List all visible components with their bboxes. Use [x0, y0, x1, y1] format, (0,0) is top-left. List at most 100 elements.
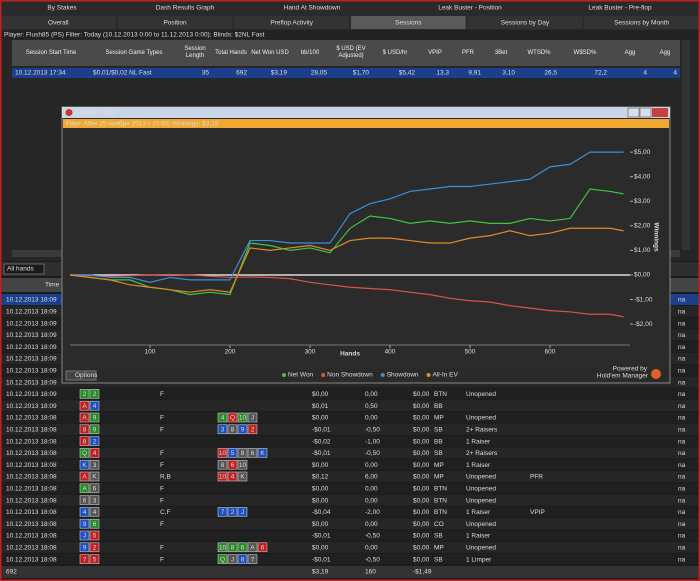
column-header[interactable]: Session Length — [184, 46, 206, 59]
hand-cell: $0,00 — [413, 427, 430, 434]
column-header[interactable]: $ USD/hr — [382, 49, 408, 56]
tab[interactable]: Leak Buster - Position — [438, 5, 502, 12]
hand-cell: F — [160, 427, 164, 434]
hand-cell: VPIP — [530, 509, 545, 516]
options-label[interactable]: Options — [75, 372, 98, 379]
hand-row[interactable] — [0, 553, 700, 565]
tab[interactable]: By Stakes — [47, 5, 77, 12]
tab[interactable]: Hand At Showdown — [284, 5, 341, 12]
hand-cell: na — [678, 521, 686, 528]
tab-bg[interactable] — [234, 16, 349, 29]
session-cell: 28,05 — [311, 70, 328, 77]
legend-entry: Showdown — [387, 372, 419, 379]
tab[interactable]: Leak Buster - Pre-flop — [588, 5, 652, 12]
hand-cell: 0,00 — [365, 486, 378, 493]
session-cell: 10.12.2013 17:34 — [15, 70, 66, 77]
window-button[interactable] — [627, 107, 640, 118]
card — [227, 424, 238, 435]
hand-row[interactable] — [0, 506, 700, 518]
column-header[interactable]: WTSD% — [527, 49, 551, 56]
hand-row[interactable] — [0, 400, 700, 412]
hand-row[interactable] — [0, 530, 700, 541]
hand-row[interactable] — [0, 494, 700, 506]
tab-bg[interactable] — [1, 16, 116, 29]
card-rank: 8 — [231, 427, 235, 434]
hand-cell: $0,00 — [312, 497, 329, 504]
column-header[interactable]: 3Bet — [494, 49, 508, 56]
column-header[interactable]: Total Hands — [215, 49, 247, 56]
hand-cell: $0,00 — [413, 533, 430, 540]
card-rank: 5 — [231, 450, 235, 457]
x-tick-label: 100 — [145, 349, 156, 356]
hand-cell: na — [678, 344, 686, 351]
column-header[interactable]: Session Game Types — [105, 49, 163, 56]
tab[interactable]: Overall — [48, 20, 69, 27]
column-header[interactable]: Agg — [659, 49, 671, 56]
hand-row[interactable] — [0, 435, 700, 447]
session-row[interactable] — [12, 68, 680, 78]
card-rank: 7 — [221, 509, 225, 516]
tab[interactable]: Preflop Activity — [270, 20, 313, 27]
hand-row[interactable] — [0, 447, 700, 459]
options-button[interactable] — [65, 370, 97, 381]
column-header[interactable]: W$SD% — [573, 49, 597, 56]
card-rank: 3 — [93, 497, 97, 504]
tab-bg[interactable] — [351, 16, 466, 29]
column-header[interactable]: $ USD (EV Adjusted) — [336, 46, 366, 59]
hand-cell: 10.12.2013 18:09 — [6, 403, 57, 410]
hand-cell: $0,01 — [312, 403, 329, 410]
footer-cell: 692 — [6, 569, 17, 576]
hand-row[interactable] — [0, 459, 700, 471]
tab[interactable]: Dash Results Graph — [156, 5, 215, 12]
hands-filter[interactable]: All hands — [7, 266, 34, 273]
column-header[interactable]: PFR — [462, 49, 474, 56]
column-header[interactable]: Net Won USD — [251, 49, 289, 56]
hand-row[interactable] — [0, 471, 700, 482]
card-rank: J — [241, 509, 244, 516]
y-tick-label: $0,00 — [634, 272, 651, 279]
hand-cell: 10.12.2013 18:09 — [6, 332, 57, 339]
legend-swatch — [321, 373, 326, 377]
hand-row[interactable] — [0, 388, 700, 400]
window-button[interactable] — [639, 107, 652, 118]
card — [89, 400, 100, 411]
hand-row[interactable] — [0, 518, 700, 530]
tab[interactable]: Sessions by Day — [501, 20, 550, 27]
tab-bg[interactable] — [117, 16, 233, 29]
hand-cell: na — [678, 415, 686, 422]
hand-cell: -$0,04 — [312, 509, 331, 516]
column-header[interactable]: bb/100 — [300, 49, 320, 56]
card-rank: 2 — [93, 545, 97, 552]
hand-row[interactable] — [0, 482, 700, 494]
hand-row[interactable] — [0, 541, 700, 553]
hand-cell: 0,00 — [365, 415, 378, 422]
card — [237, 554, 248, 564]
footer-cell: -$1,49 — [413, 569, 432, 576]
session-cell: 692 — [236, 70, 247, 77]
card-rank: 6 — [251, 450, 255, 457]
tab-bg[interactable] — [584, 16, 699, 29]
x-tick-label: 500 — [465, 349, 476, 356]
column-header-box: PFR — [462, 49, 474, 56]
hand-row[interactable] — [0, 412, 700, 423]
card — [89, 459, 100, 470]
hand-cell: 0,00 — [365, 521, 378, 528]
hand-cell: PFR — [530, 474, 543, 481]
hand-row[interactable] — [0, 423, 700, 435]
card-rank: K — [92, 474, 97, 481]
close-button[interactable] — [652, 108, 668, 117]
x-tick-label: 400 — [385, 349, 396, 356]
column-header[interactable]: Agg — [624, 49, 636, 56]
tab-bg[interactable] — [467, 16, 583, 29]
hand-cell: -$0,02 — [312, 438, 331, 445]
tab[interactable]: Sessions by Month — [614, 20, 669, 27]
card-rank: K — [260, 450, 265, 457]
tab[interactable]: Sessions — [395, 20, 422, 27]
card — [257, 542, 268, 553]
hands-filter-box[interactable] — [3, 263, 45, 275]
column-header[interactable]: VPIP — [428, 49, 442, 56]
tab[interactable]: Position — [163, 20, 187, 27]
card-rank: 4 — [93, 509, 97, 516]
column-header[interactable]: Session Start Time — [25, 49, 77, 56]
card-rank: A — [82, 474, 87, 481]
